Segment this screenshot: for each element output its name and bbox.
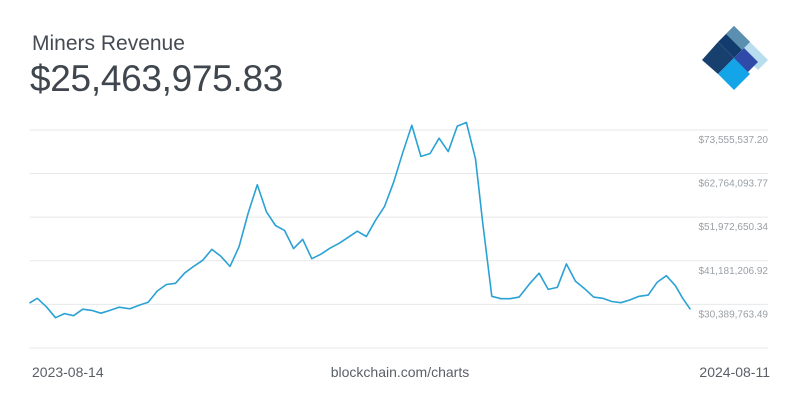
y-tick-label: $73,555,537.20 [698,135,768,146]
series-line-miners-revenue [29,121,691,319]
y-tick-label: $41,181,206.92 [698,266,768,277]
y-tick-label: $51,972,650.34 [698,222,768,233]
x-axis-start-date: 2023-08-14 [32,364,104,380]
logo-right-facet [740,42,768,70]
blockchain-logo-icon [702,26,768,90]
grid-lines [30,129,768,349]
y-tick-labels: $30,389,763.49 $41,181,206.92 $51,972,650.… [698,135,768,320]
logo-center-facet [734,48,758,76]
logo-upper-facet [726,26,750,50]
current-revenue-value: $25,463,975.83 [30,58,283,99]
logo-bottom-facet [718,58,750,90]
chart-title: Miners Revenue [32,32,185,55]
x-axis-end-date: 2024-08-11 [699,364,770,380]
y-tick-label: $30,389,763.49 [698,309,768,320]
y-tick-label: $62,764,093.77 [698,179,768,190]
source-link[interactable]: blockchain.com/charts [330,364,470,380]
